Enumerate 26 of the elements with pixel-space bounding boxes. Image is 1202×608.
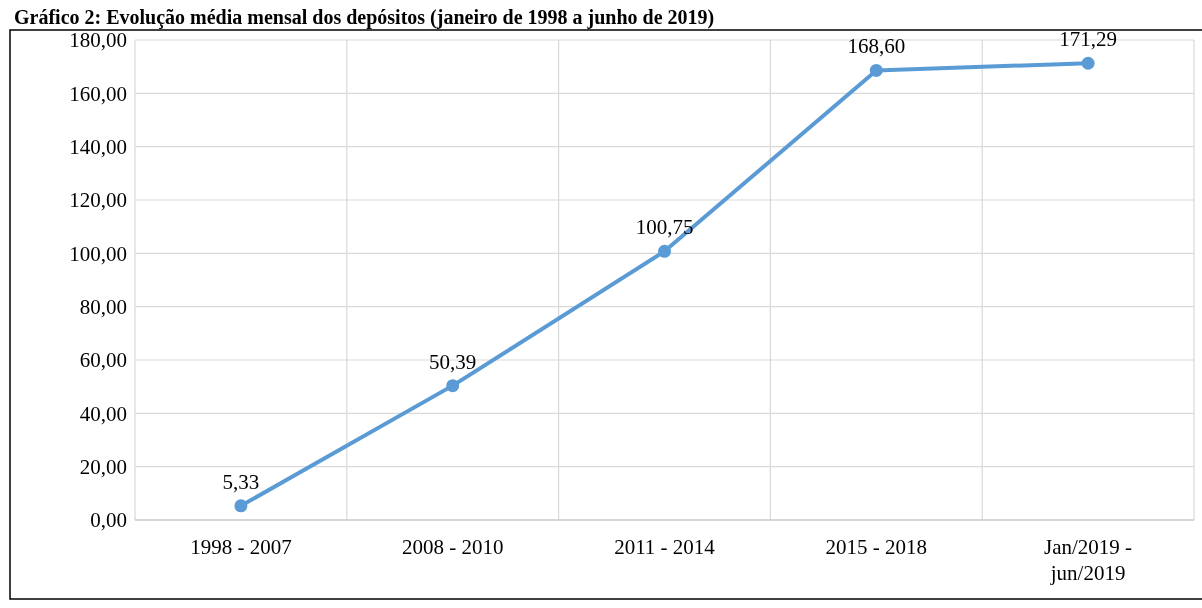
data-label: 171,29 [1059,27,1117,52]
x-tick-label: 2011 - 2014 [614,535,716,559]
y-tick-label: 80,00 [79,295,127,320]
chart-title: Gráfico 2: Evolução média mensal dos depósitos (janeiro de 1998 a junho de 2019) [14,6,715,29]
x-tick-label: 2008 - 2010 [401,535,504,559]
x-tick-label: 1998 - 2007 [190,535,292,559]
point [658,244,671,258]
y-tick-label: 60,00 [79,348,127,373]
data-label: 168,60 [847,34,906,59]
y-tick-label: 0,00 [90,508,127,533]
y-tick-label: 120,00 [69,188,127,213]
point [869,63,883,77]
y-tick-label: 20,00 [79,455,127,480]
y-tick-label: 160,00 [69,81,127,106]
x-tick-label: Jan/2019 - jun/2019 [1044,535,1133,585]
data-label: 100,75 [635,215,694,240]
point [234,499,248,513]
x-tick-label: 2015 - 2018 [825,535,928,559]
data-label: 5,33 [222,469,260,494]
y-tick-label: 140,00 [69,135,127,160]
y-tick-label: 40,00 [79,401,127,426]
point [1081,56,1095,70]
data-label: 50,39 [429,349,477,374]
point [446,379,460,393]
y-tick-label: 100,00 [69,241,127,266]
y-tick-label: 180,00 [69,28,127,53]
